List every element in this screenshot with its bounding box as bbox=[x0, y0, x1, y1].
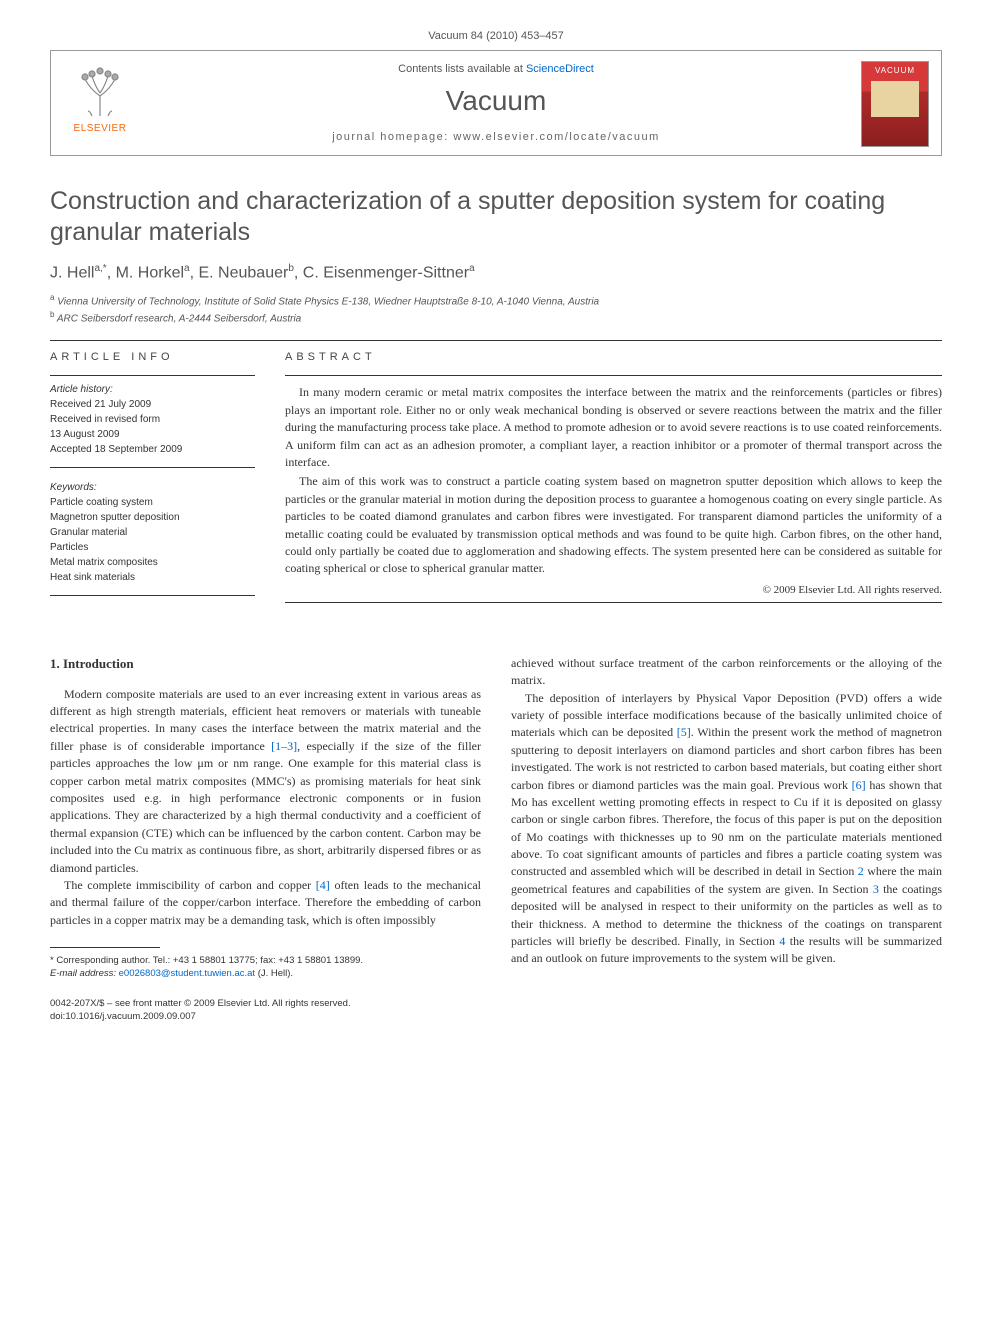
abstract-p2: The aim of this work was to construct a … bbox=[285, 473, 942, 577]
corresponding-author-footnote: * Corresponding author. Tel.: +43 1 5880… bbox=[50, 954, 481, 981]
doi: doi:10.1016/j.vacuum.2009.09.007 bbox=[50, 1010, 481, 1023]
ref-link-6[interactable]: [6] bbox=[852, 778, 866, 792]
keyword: Particle coating system bbox=[50, 495, 255, 510]
publisher-logo: ELSEVIER bbox=[63, 61, 137, 145]
divider bbox=[50, 340, 942, 341]
ref-link-4[interactable]: [4] bbox=[316, 878, 330, 892]
copyright-line: © 2009 Elsevier Ltd. All rights reserved… bbox=[285, 584, 942, 596]
abstract-column: ABSTRACT In many modern ceramic or metal… bbox=[285, 351, 942, 610]
divider bbox=[285, 602, 942, 603]
history-line: Received in revised form bbox=[50, 412, 255, 427]
keyword: Particles bbox=[50, 540, 255, 555]
email-who: (J. Hell). bbox=[255, 968, 293, 979]
text: , especially if the size of the filler p… bbox=[50, 739, 481, 875]
journal-homepage: journal homepage: www.elsevier.com/locat… bbox=[51, 131, 941, 143]
left-column: 1. Introduction Modern composite materia… bbox=[50, 655, 481, 1024]
keywords-heading: Keywords: bbox=[50, 482, 255, 493]
article-info-label: ARTICLE INFO bbox=[50, 351, 255, 363]
journal-cover-thumbnail: VACUUM bbox=[861, 61, 929, 147]
contents-prefix: Contents lists available at bbox=[398, 63, 526, 75]
corr-author-line: * Corresponding author. Tel.: +43 1 5880… bbox=[50, 954, 481, 967]
intro-p1: Modern composite materials are used to a… bbox=[50, 686, 481, 877]
abstract-p1: In many modern ceramic or metal matrix c… bbox=[285, 384, 942, 471]
history-line: 13 August 2009 bbox=[50, 427, 255, 442]
issn-copyright: 0042-207X/$ – see front matter © 2009 El… bbox=[50, 997, 481, 1010]
affiliation: a Vienna University of Technology, Insti… bbox=[50, 292, 942, 309]
homepage-url[interactable]: www.elsevier.com/locate/vacuum bbox=[453, 131, 659, 143]
section-1-heading: 1. Introduction bbox=[50, 655, 481, 674]
ref-link-1-3[interactable]: [1–3] bbox=[271, 739, 297, 753]
body-two-column: 1. Introduction Modern composite materia… bbox=[50, 655, 942, 1024]
elsevier-tree-icon bbox=[70, 61, 130, 121]
cover-title: VACUUM bbox=[862, 66, 928, 75]
cover-image-placeholder bbox=[871, 81, 919, 117]
history-line: Accepted 18 September 2009 bbox=[50, 442, 255, 457]
right-column: achieved without surface treatment of th… bbox=[511, 655, 942, 1024]
footnote-divider bbox=[50, 947, 160, 948]
article-info-column: ARTICLE INFO Article history: Received 2… bbox=[50, 351, 255, 610]
keyword: Magnetron sputter deposition bbox=[50, 510, 255, 525]
journal-citation: Vacuum 84 (2010) 453–457 bbox=[50, 30, 942, 42]
contents-available-line: Contents lists available at ScienceDirec… bbox=[51, 63, 941, 75]
intro-p3: The deposition of interlayers by Physica… bbox=[511, 690, 942, 968]
publisher-name: ELSEVIER bbox=[63, 123, 137, 134]
divider bbox=[50, 375, 255, 376]
history-heading: Article history: bbox=[50, 384, 255, 395]
article-title: Construction and characterization of a s… bbox=[50, 186, 942, 249]
text: The complete immiscibility of carbon and… bbox=[64, 878, 316, 892]
affiliations: a Vienna University of Technology, Insti… bbox=[50, 292, 942, 327]
keyword-list: Particle coating systemMagnetron sputter… bbox=[50, 495, 255, 585]
divider bbox=[285, 375, 942, 376]
sciencedirect-link[interactable]: ScienceDirect bbox=[526, 63, 594, 75]
keyword: Metal matrix composites bbox=[50, 555, 255, 570]
email-line: E-mail address: e0026803@student.tuwien.… bbox=[50, 967, 481, 980]
email-label: E-mail address: bbox=[50, 968, 119, 979]
keyword: Heat sink materials bbox=[50, 570, 255, 585]
abstract-label: ABSTRACT bbox=[285, 351, 942, 363]
history-line: Received 21 July 2009 bbox=[50, 397, 255, 412]
author-list: J. Hella,*, M. Horkela, E. Neubauerb, C.… bbox=[50, 263, 942, 282]
ref-link-5[interactable]: [5] bbox=[677, 725, 691, 739]
journal-name: Vacuum bbox=[51, 85, 941, 117]
keyword: Granular material bbox=[50, 525, 255, 540]
front-matter-footer: 0042-207X/$ – see front matter © 2009 El… bbox=[50, 997, 481, 1024]
history-dates: Received 21 July 2009Received in revised… bbox=[50, 397, 255, 457]
email-link[interactable]: e0026803@student.tuwien.ac.at bbox=[119, 968, 255, 979]
affiliation: b ARC Seibersdorf research, A-2444 Seibe… bbox=[50, 309, 942, 326]
abstract-text: In many modern ceramic or metal matrix c… bbox=[285, 384, 942, 577]
divider bbox=[50, 467, 255, 468]
homepage-prefix: journal homepage: bbox=[332, 131, 453, 143]
journal-header: ELSEVIER VACUUM Contents lists available… bbox=[50, 50, 942, 156]
divider bbox=[50, 595, 255, 596]
intro-p2: The complete immiscibility of carbon and… bbox=[50, 877, 481, 929]
intro-p2-cont: achieved without surface treatment of th… bbox=[511, 655, 942, 690]
